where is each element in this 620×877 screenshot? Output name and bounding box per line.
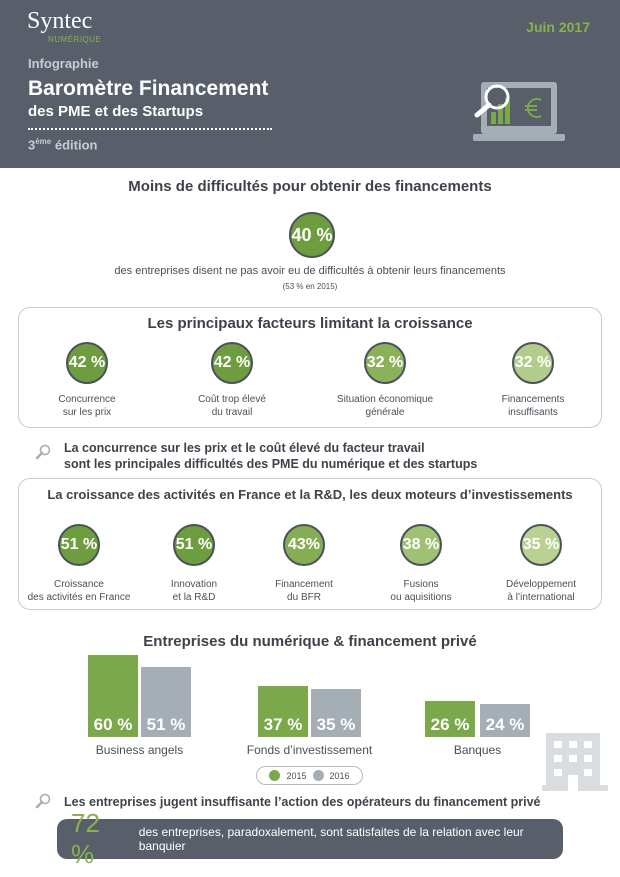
bar-2016: 35 % (311, 689, 361, 737)
banker-text: des entreprises, paradoxalement, sont sa… (138, 825, 524, 853)
page-title: Baromètre Financement (28, 77, 269, 100)
factors-panel (18, 307, 602, 428)
bar-label: 37 % (263, 714, 303, 734)
bar-2016: 24 % (480, 704, 530, 737)
stat-label: Financements insuffisants (501, 394, 565, 418)
building-icon (542, 733, 608, 791)
legend-swatch-2016 (312, 770, 324, 781)
investments-panel (18, 478, 602, 610)
difficulties-value: 40 % (289, 212, 335, 258)
divider (28, 128, 272, 130)
difficulties-title: Moins de difficultés pour obtenir des fi… (128, 178, 492, 195)
chart-legend: 2015 2016 (256, 766, 363, 785)
legend-2015: 2015 (286, 770, 307, 781)
stat-circle: 42 % (211, 342, 253, 384)
factors-title: Les principaux facteurs limitant la croi… (147, 315, 473, 332)
category-label: Fonds d’investissement (246, 743, 373, 757)
logo-subtitle: NUMÉRIQUE (48, 35, 102, 44)
stat-circle: 51 % (58, 524, 100, 566)
bar-label: 51 % (146, 714, 186, 734)
stat-circle: 43% (283, 524, 325, 566)
bar-2015: 60 % (88, 654, 138, 737)
laptop-magnifier-euro-icon (473, 82, 565, 141)
page-subtitle: des PME et des Startups (28, 103, 204, 120)
stat-circle: 51 % (173, 524, 215, 566)
difficulties-note: (53 % en 2015) (282, 282, 338, 291)
bar-2015: 26 % (425, 701, 475, 737)
stat-label: Financement du BFR (275, 579, 333, 603)
insight-private-financing: Les entreprises jugent insuffisante l’ac… (64, 795, 541, 809)
stat-label: Innovation et la R&D (170, 579, 218, 603)
magnifier-icon (35, 793, 51, 809)
kicker: Infographie (28, 56, 99, 71)
stat-label: Croissance des activités en France (27, 579, 131, 603)
bar-2015: 37 % (258, 686, 308, 737)
banker-value: 72 % (71, 808, 100, 869)
legend-swatch-2015 (269, 770, 281, 781)
stat-label: Fusions ou aquisitions (390, 579, 452, 603)
edition: 3ème édition (28, 137, 98, 153)
syntec-logo: Syntec (27, 8, 93, 34)
legend-2016: 2016 (329, 770, 350, 781)
bar-label: 24 % (485, 714, 525, 734)
chart-title: Entreprises du numérique & financement p… (143, 633, 477, 650)
stat-circle: 42 % (66, 342, 108, 384)
stat-circle: 38 % (400, 524, 442, 566)
category-label: Business angels (95, 743, 184, 757)
investments-title: La croissance des activités en France et… (47, 487, 573, 502)
date: Juin 2017 (526, 19, 590, 35)
magnifier-icon (35, 444, 51, 460)
category-label: Banques (453, 743, 502, 757)
stat-label: Coût trop élevé du travail (198, 394, 266, 418)
stat-circle: 32 % (364, 342, 406, 384)
bar-label: 26 % (430, 714, 470, 734)
stat-circle: 35 % (520, 524, 562, 566)
bar-label: 60 % (93, 714, 133, 734)
stat-label: Situation économique générale (336, 394, 434, 418)
bar-label: 35 % (316, 714, 356, 734)
insight-competition: La concurrence sur les prix et le coût é… (64, 441, 478, 471)
stat-label: Développement à l’international (505, 579, 577, 603)
stat-label: Concurrence sur les prix (58, 394, 116, 418)
difficulties-text: des entreprises disent ne pas avoir eu d… (114, 265, 506, 277)
stat-circle: 32 % (512, 342, 554, 384)
banker-callout: 72 % des entreprises, paradoxalement, son… (57, 808, 563, 869)
bar-2016: 51 % (141, 667, 191, 737)
